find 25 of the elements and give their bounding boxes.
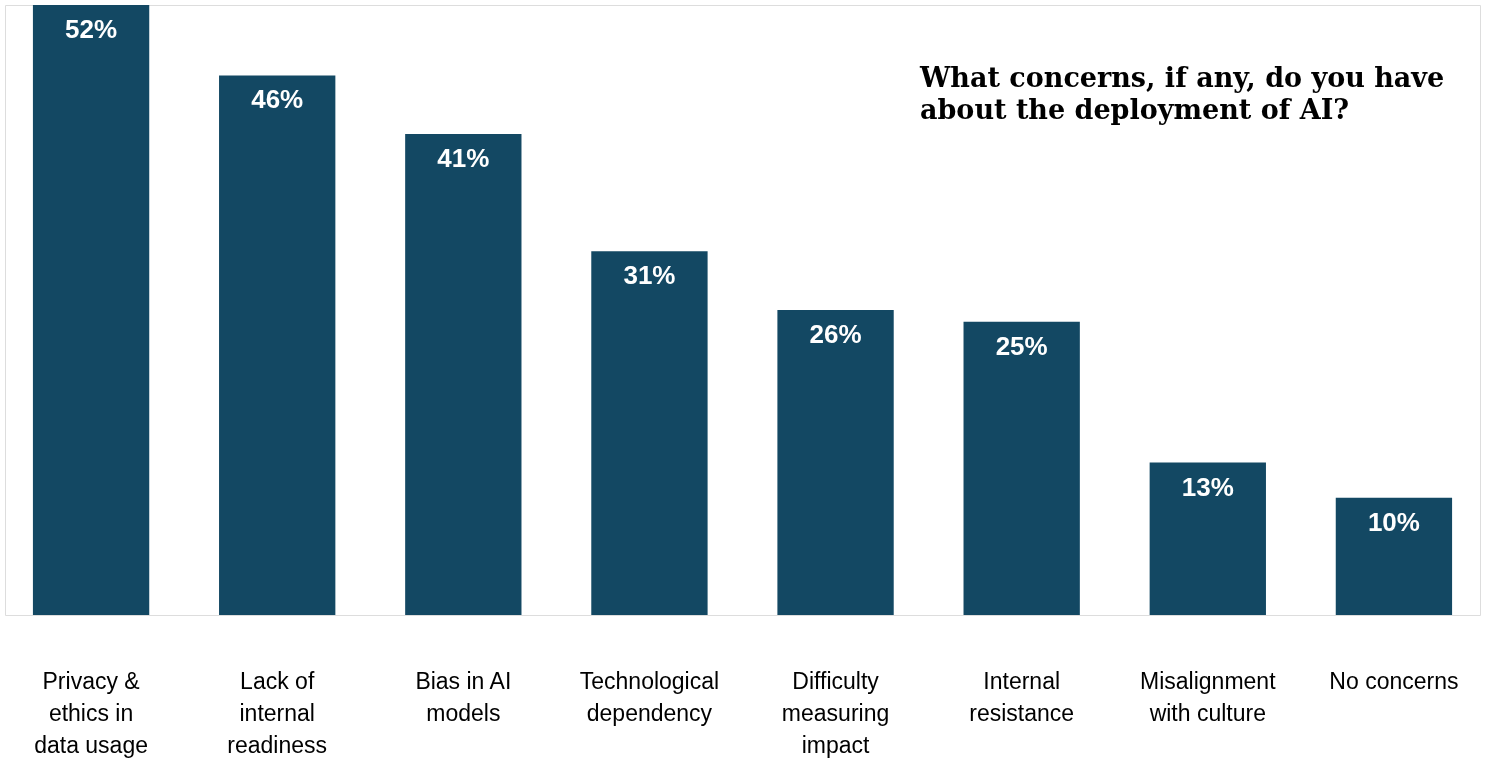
bar bbox=[777, 310, 894, 615]
text: What concerns, if any, do you have about the deployment of AI? bbox=[919, 62, 1445, 125]
x-tick-label: Internal resistance bbox=[969, 667, 1075, 726]
bar bbox=[32, 5, 150, 615]
data-label: 25% bbox=[995, 330, 1048, 361]
bar bbox=[405, 134, 522, 615]
bar bbox=[963, 321, 1080, 615]
bar bbox=[1149, 462, 1266, 615]
data-label: 26% bbox=[809, 319, 862, 349]
bar bbox=[1335, 497, 1453, 615]
x-tick-label: Lack of internal readiness bbox=[227, 667, 328, 758]
x-tick-label: No concerns bbox=[1329, 667, 1459, 694]
data-label: 52% bbox=[65, 14, 118, 44]
bar bbox=[591, 251, 708, 615]
x-tick-label: Privacy & ethics in data usage bbox=[34, 667, 148, 758]
data-label: 31% bbox=[623, 260, 676, 291]
bar bbox=[219, 75, 336, 615]
data-label: 46% bbox=[251, 84, 304, 115]
x-tick-label: Bias in AI models bbox=[415, 667, 512, 726]
data-label: 10% bbox=[1367, 506, 1420, 537]
data-label: 41% bbox=[437, 143, 490, 174]
x-tick-label: Misalignment with culture bbox=[1140, 667, 1277, 726]
data-label: 13% bbox=[1181, 471, 1234, 502]
x-tick-label: Difficulty measuring impact bbox=[781, 667, 890, 758]
x-tick-label: Technological dependency bbox=[579, 667, 720, 726]
